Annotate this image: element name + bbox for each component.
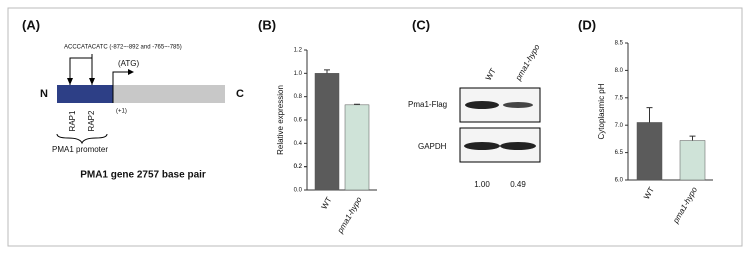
y-tick-label: 1.0 [294, 71, 303, 77]
band [465, 101, 499, 109]
band [500, 142, 536, 150]
caption: PMA1 gene 2757 base pair [80, 170, 206, 181]
c-term: C [236, 88, 244, 100]
x-tick-label: pma1-hypo [671, 185, 700, 226]
y-axis-label: Relative expression [276, 85, 285, 155]
y-tick-label: 0.2 [294, 164, 303, 170]
error-bar [324, 69, 330, 74]
y-tick-label: 0.2 [294, 164, 303, 170]
y-tick-label: 6.5 [615, 150, 624, 156]
gene-region [113, 85, 225, 103]
sequence: ACCCATACATC (-872~-892 and -765~-785) [64, 45, 182, 51]
panel-label: (B) [258, 17, 276, 32]
y-tick-label: 0.8 [294, 94, 303, 100]
promoter-region [57, 85, 113, 103]
arrowhead [128, 69, 134, 75]
x-tick-label: WT [320, 195, 334, 210]
y-tick-label: 0.4 [294, 141, 303, 147]
y-tick-label: 1.2 [294, 48, 303, 54]
panel-label: (D) [578, 17, 596, 32]
y-axis-label: Cytoplasmic pH [597, 83, 606, 139]
x-tick-label: WT [642, 185, 656, 200]
site-label: RAP2 [87, 110, 96, 131]
quantity: 1.00 [474, 180, 490, 189]
error-bar [354, 103, 360, 105]
lane-label: WT [484, 67, 498, 82]
bar [344, 104, 370, 191]
y-tick-label: 8.0 [615, 68, 624, 74]
site-arrows [69, 54, 93, 85]
frame [7, 7, 743, 247]
y-tick-label: 7.5 [615, 95, 624, 101]
bar [679, 140, 706, 181]
quantity: 0.49 [510, 180, 526, 189]
y-tick-label: 6.0 [615, 178, 624, 184]
n-term: N [40, 88, 48, 100]
row-label: Pma1-Flag [408, 100, 447, 109]
promoter-label: PMA1 promoter [52, 145, 108, 154]
y-tick-label: 7.0 [615, 123, 624, 129]
y-tick-label: 0.6 [294, 118, 303, 124]
panel-label: (C) [412, 17, 430, 32]
row-label: GAPDH [418, 142, 447, 151]
brace [56, 133, 108, 145]
start-arrow [112, 71, 130, 103]
site-label: RAP1 [68, 110, 77, 131]
error-bar [689, 135, 696, 141]
plus-one: (+1) [116, 109, 127, 115]
arrowheads [67, 78, 95, 85]
bar [314, 73, 340, 191]
bar [636, 122, 663, 181]
x-tick-label: pma1-hypo [335, 195, 364, 236]
band [503, 102, 533, 108]
error-bar [646, 107, 653, 123]
lane-label: pma1-hypo [513, 42, 542, 83]
band [464, 142, 500, 150]
start-label: (ATG) [118, 59, 140, 68]
panel-label: (A) [22, 17, 40, 32]
y-tick-label: 0.0 [294, 188, 303, 194]
y-tick-label: 8.5 [615, 41, 624, 47]
